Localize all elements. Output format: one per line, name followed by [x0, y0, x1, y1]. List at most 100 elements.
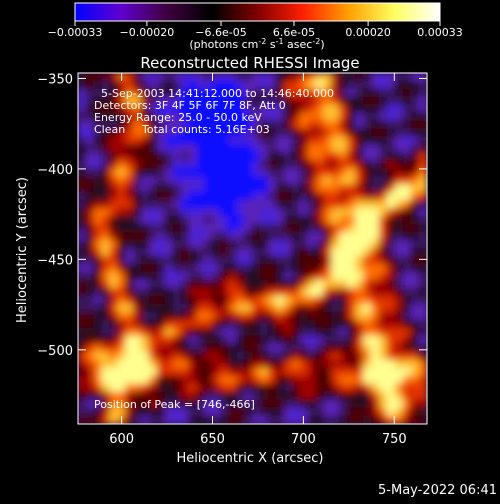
- heatmap-cell: [196, 335, 206, 345]
- heatmap-cell: [164, 184, 174, 194]
- heatmap-cell: [93, 232, 103, 242]
- heatmap-cell: [331, 192, 341, 202]
- heatmap-cell: [331, 391, 341, 401]
- heatmap-cell: [283, 407, 293, 417]
- heatmap-cell: [220, 271, 230, 281]
- heatmap-cell: [331, 303, 341, 313]
- colorbar-ticks: −0.00033 −0.00020 −6.6e-05 6.6e-05 0.00020 0.…: [48, 21, 463, 39]
- heatmap-cell: [347, 88, 357, 98]
- heatmap-cell: [315, 192, 325, 202]
- heatmap-cell: [204, 176, 214, 186]
- heatmap-cell: [267, 200, 277, 210]
- heatmap-cell: [125, 255, 135, 265]
- heatmap-cell: [244, 367, 253, 377]
- heatmap-cell: [331, 279, 341, 289]
- heatmap-cell: [275, 176, 285, 186]
- heatmap-cell: [323, 232, 333, 242]
- heatmap-cell: [252, 160, 261, 170]
- heatmap-cell: [252, 73, 261, 82]
- heatmap-cell: [315, 224, 325, 234]
- heatmap-cell: [283, 240, 293, 249]
- heatmap-cell: [331, 263, 341, 273]
- heatmap-cell: [323, 287, 333, 297]
- heatmap-cell: [188, 232, 198, 242]
- heatmap-cell: [331, 128, 341, 138]
- heatmap-cell: [291, 112, 301, 122]
- heatmap-cell: [331, 271, 341, 281]
- heatmap-cell: [109, 216, 119, 226]
- heatmap-cell: [339, 224, 349, 234]
- chart-title: Reconstructed RHESSI Image: [140, 54, 359, 72]
- heatmap-cell: [85, 216, 95, 226]
- x-axis-label: Heliocentric X (arcsec): [177, 451, 324, 466]
- heatmap-cell: [180, 192, 190, 202]
- heatmap-cell: [212, 303, 222, 313]
- heatmap-cell: [109, 279, 119, 289]
- heatmap-cells: [78, 73, 427, 424]
- colorbar-tick-label: −0.00033: [48, 26, 103, 39]
- heatmap-cell: [386, 152, 396, 162]
- heatmap-cell: [378, 240, 388, 249]
- heatmap-cell: [148, 192, 158, 202]
- heatmap-cell: [347, 375, 357, 385]
- heatmap-cell: [339, 168, 349, 178]
- heatmap-cell: [291, 303, 301, 313]
- heatmap-cell: [220, 248, 230, 257]
- heatmap-cell: [125, 160, 135, 170]
- heatmap-cell: [267, 208, 277, 218]
- heatmap-cell: [252, 295, 261, 305]
- heatmap-cell: [101, 80, 111, 90]
- heatmap-cell: [378, 319, 388, 329]
- heatmap-cell: [275, 255, 285, 265]
- heatmap-cell: [363, 88, 372, 98]
- heatmap-cell: [109, 152, 119, 162]
- heatmap-cell: [125, 367, 135, 377]
- heatmap-cell: [78, 120, 87, 130]
- heatmap-cell: [339, 216, 349, 226]
- heatmap-cell: [386, 96, 396, 106]
- heatmap-cell: [283, 80, 293, 90]
- heatmap-cell: [259, 367, 269, 377]
- heatmap-cell: [267, 96, 277, 106]
- heatmap-cell: [180, 351, 190, 361]
- heatmap-cell: [93, 96, 103, 106]
- heatmap-cell: [339, 375, 349, 385]
- heatmap-cell: [117, 335, 127, 345]
- heatmap-cell: [259, 279, 269, 289]
- heatmap-cell: [172, 88, 182, 98]
- heatmap-cell: [156, 367, 166, 377]
- heatmap-cell: [133, 120, 142, 130]
- heatmap-cell: [172, 287, 182, 297]
- heatmap-cell: [125, 319, 135, 329]
- heatmap-cell: [212, 415, 222, 424]
- heatmap-cell: [101, 287, 111, 297]
- heatmap-cell: [378, 399, 388, 409]
- heatmap-cell: [78, 232, 87, 242]
- heatmap-cell: [315, 351, 325, 361]
- heatmap-cell: [244, 415, 253, 424]
- heatmap-cell: [363, 200, 372, 210]
- heatmap-cell: [259, 80, 269, 90]
- heatmap-cell: [275, 104, 285, 114]
- heatmap-cell: [402, 168, 412, 178]
- annotations: 5-Sep-2003 14:41:12.000 to 14:46:40.000 …: [94, 87, 334, 411]
- heatmap-cell: [307, 120, 317, 130]
- heatmap-cell: [363, 263, 372, 273]
- heatmap-cell: [85, 335, 95, 345]
- heatmap-cell: [101, 303, 111, 313]
- heatmap-cell: [252, 168, 261, 178]
- heatmap-cell: [78, 160, 87, 170]
- heatmap-cell: [93, 303, 103, 313]
- heatmap-cell: [125, 136, 135, 146]
- heatmap-cell: [252, 375, 261, 385]
- heatmap-cell: [339, 255, 349, 265]
- heatmap-cell: [204, 200, 214, 210]
- heatmap-cell: [180, 255, 190, 265]
- heatmap-cell: [402, 375, 412, 385]
- heatmap-cell: [275, 184, 285, 194]
- heatmap-cell: [220, 311, 230, 321]
- heatmap-cell: [323, 80, 333, 90]
- heatmap-cell: [283, 287, 293, 297]
- heatmap-cell: [196, 240, 206, 249]
- heatmap-cell: [212, 367, 222, 377]
